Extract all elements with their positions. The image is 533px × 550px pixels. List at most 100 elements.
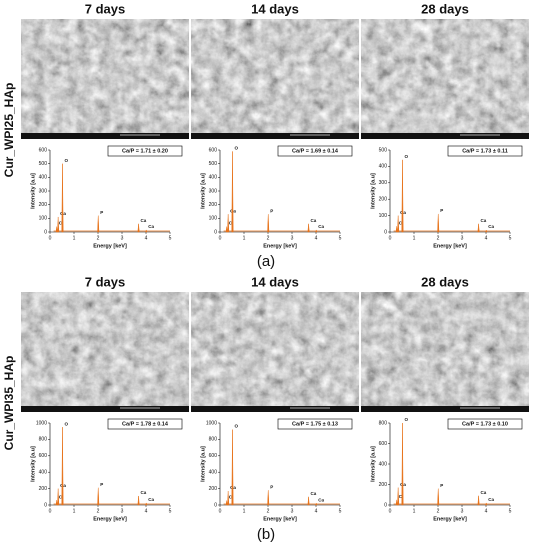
sem-image [191, 292, 359, 412]
y-axis-label: Intensity [a.u] [30, 173, 36, 209]
x-axis-label: Energy [keV] [263, 516, 297, 522]
x-tick-label: 5 [169, 235, 172, 241]
x-axis-label: Energy [keV] [93, 516, 127, 522]
panel-label: (a) [257, 253, 275, 270]
x-tick-label: 2 [267, 235, 270, 241]
x-tick-label: 5 [509, 508, 512, 514]
peak-label: P [440, 483, 443, 488]
peak [55, 226, 58, 233]
peak [227, 214, 230, 233]
y-tick-label: 0 [214, 502, 217, 508]
x-tick-label: 1 [413, 508, 416, 514]
y-tick-label: 500 [209, 161, 218, 167]
x-tick-label: 2 [97, 508, 100, 514]
peak-label: Ca [60, 483, 66, 488]
ca-p-ratio: Ca/P = 1.73 ± 0.11 [462, 148, 508, 154]
peak-label: C [59, 494, 63, 499]
y-tick-label: 200 [39, 486, 48, 492]
sem-image [21, 19, 189, 139]
peak-label: P [270, 484, 273, 489]
x-tick-label: 2 [437, 235, 440, 241]
x-tick-label: 2 [437, 508, 440, 514]
peak [401, 159, 404, 233]
sem-info-bar [21, 406, 189, 412]
peak [61, 427, 64, 506]
peak [437, 488, 440, 506]
peak [397, 215, 400, 233]
column-title: 7 days [85, 1, 125, 16]
y-tick-label: 400 [209, 470, 218, 476]
y-tick-label: 300 [209, 188, 218, 194]
x-tick-label: 1 [243, 235, 246, 241]
y-tick-label: 1000 [36, 420, 47, 426]
y-tick-label: 200 [39, 202, 48, 208]
peak [485, 229, 488, 233]
x-axis-label: Energy [keV] [93, 243, 127, 249]
peak [137, 495, 140, 506]
x-tick-label: 1 [73, 235, 76, 241]
sem-info-bar [21, 133, 189, 139]
peak-label: Ca [318, 224, 324, 229]
peak [485, 502, 488, 506]
peak [267, 214, 270, 233]
peak [267, 490, 270, 506]
y-tick-label: 500 [379, 147, 388, 153]
x-tick-label: 1 [413, 235, 416, 241]
y-tick-label: 800 [379, 420, 388, 426]
x-axis-label: Energy [keV] [433, 243, 467, 249]
peak-label: P [440, 208, 443, 213]
sem-image [361, 292, 529, 412]
peak [315, 502, 318, 506]
peak-label: C [399, 494, 403, 499]
y-tick-label: 0 [214, 229, 217, 235]
y-tick-label: 400 [209, 175, 218, 181]
peak-label: P [100, 482, 103, 487]
peak [397, 487, 400, 506]
ratio-box [277, 145, 353, 157]
sem-image [191, 19, 359, 139]
x-tick-label: 4 [485, 508, 488, 514]
panel-label: (b) [257, 526, 275, 543]
sem-info-bar [191, 406, 359, 412]
y-tick-label: 100 [209, 216, 218, 222]
peak-label: Ca [230, 208, 236, 213]
peak [61, 163, 64, 233]
x-tick-label: 4 [145, 235, 148, 241]
y-tick-label: 300 [379, 180, 388, 186]
ca-p-ratio: Ca/P = 1.73 ± 0.10 [462, 421, 508, 427]
x-tick-label: 0 [49, 508, 52, 514]
x-tick-label: 3 [461, 508, 464, 514]
x-axis-label: Energy [keV] [263, 243, 297, 249]
peak-label: O [234, 424, 238, 429]
x-tick-label: 2 [97, 235, 100, 241]
ratio-box [107, 418, 183, 430]
ratio-box [107, 145, 183, 157]
y-tick-label: 100 [39, 216, 48, 222]
x-tick-label: 1 [243, 508, 246, 514]
peak-label: Ca [488, 497, 494, 502]
sem-image [21, 292, 189, 412]
sample-label: Cur_WPI35_HAp [2, 356, 16, 451]
peak [57, 488, 60, 506]
peak-label: Ca [311, 491, 317, 496]
peak-label: O [404, 154, 408, 159]
x-tick-label: 4 [485, 235, 488, 241]
ratio-box [277, 418, 353, 430]
ca-p-ratio: Ca/P = 1.69 ± 0.14 [292, 148, 339, 154]
peak-label: Ca [481, 490, 487, 495]
x-tick-label: 0 [49, 235, 52, 241]
ratio-box [447, 418, 523, 430]
peak [57, 216, 60, 233]
y-tick-label: 400 [39, 470, 48, 476]
ca-p-ratio: Ca/P = 1.78 ± 0.14 [122, 421, 169, 427]
peak [477, 495, 480, 506]
peak [137, 223, 140, 233]
y-tick-label: 400 [39, 175, 48, 181]
y-tick-label: 200 [209, 202, 218, 208]
x-tick-label: 0 [219, 508, 222, 514]
peak [477, 223, 480, 233]
y-tick-label: 600 [39, 453, 48, 459]
column-title: 7 days [85, 274, 125, 289]
y-axis-label: Intensity [a.u] [370, 173, 376, 209]
x-tick-label: 3 [291, 235, 294, 241]
